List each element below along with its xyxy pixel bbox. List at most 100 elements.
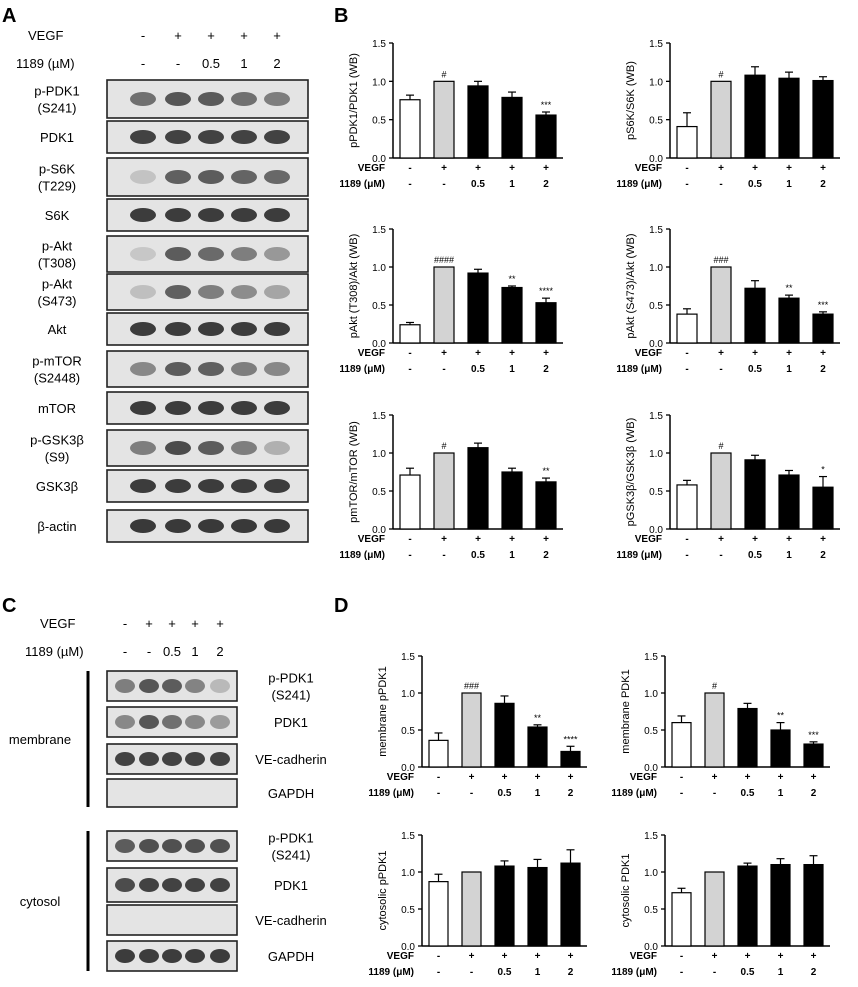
bar xyxy=(710,80,732,159)
label-line: VE-cadherin xyxy=(255,913,327,928)
dose-value: 1 xyxy=(240,56,247,71)
significance-marker: *** xyxy=(541,100,552,110)
blot-band xyxy=(130,208,156,222)
blot-band xyxy=(198,479,224,493)
blot-band xyxy=(264,322,290,336)
blot-band xyxy=(185,878,205,892)
blot-band xyxy=(115,715,135,729)
dose-value: 2 xyxy=(273,56,280,71)
blot-band xyxy=(198,130,224,144)
bar xyxy=(744,459,766,530)
blot-band xyxy=(130,285,156,299)
blot-band xyxy=(264,519,290,533)
blot-band xyxy=(210,679,230,693)
blot-band xyxy=(139,949,159,963)
dose-value: 2 xyxy=(820,550,826,561)
bar xyxy=(676,484,698,530)
bar xyxy=(778,297,800,344)
blot-band xyxy=(185,839,205,853)
bar xyxy=(433,266,455,344)
y-tick-label: 1.5 xyxy=(644,831,658,842)
bar xyxy=(467,447,489,530)
blot-band xyxy=(165,130,191,144)
significance-marker: ** xyxy=(508,274,516,284)
blot-band xyxy=(198,92,224,106)
vegf-sign: + xyxy=(811,951,817,962)
label-line: GAPDH xyxy=(268,786,314,801)
dose-value: - xyxy=(442,550,445,561)
bar xyxy=(527,866,548,947)
blot-band xyxy=(139,752,159,766)
vegf-sign: + xyxy=(820,348,826,359)
bar xyxy=(803,863,824,947)
vegf-sign: + xyxy=(752,163,758,174)
dose-value: - xyxy=(408,364,411,375)
vegf-sign: + xyxy=(543,348,549,359)
blot-band xyxy=(231,130,257,144)
blot-band xyxy=(162,715,182,729)
blot-row-label: p-Akt (T308) xyxy=(38,239,76,271)
y-tick-label: 0.5 xyxy=(372,301,386,312)
vegf-sign: + xyxy=(475,348,481,359)
blot-band xyxy=(115,839,135,853)
blot-band xyxy=(231,170,257,184)
blot-band xyxy=(264,441,290,455)
blot-band xyxy=(162,949,182,963)
dose-value: - xyxy=(442,179,445,190)
y-tick-label: 1.0 xyxy=(644,868,658,879)
bar xyxy=(399,99,421,159)
y-tick-label: 0.5 xyxy=(401,905,415,916)
blot-band xyxy=(231,285,257,299)
y-tick-label: 0.5 xyxy=(372,487,386,498)
label-line: (S2448) xyxy=(34,371,80,386)
blot-band xyxy=(165,362,191,376)
condition-label-dose: 1189 (μM) xyxy=(339,364,385,375)
vegf-sign: + xyxy=(174,28,182,43)
blot-band xyxy=(198,247,224,261)
condition-label-dose: 1189 (μM) xyxy=(339,179,385,190)
blot-band xyxy=(185,752,205,766)
significance-marker: # xyxy=(441,69,446,79)
blot-band xyxy=(162,839,182,853)
blot-band xyxy=(130,170,156,184)
dose-value: - xyxy=(680,967,683,978)
blot-row-label: p-Akt (S473) xyxy=(37,277,76,309)
vegf-sign: + xyxy=(216,616,224,631)
blot-band xyxy=(198,285,224,299)
blot-band xyxy=(139,715,159,729)
label-line: (S241) xyxy=(271,688,310,703)
blot-band xyxy=(165,519,191,533)
blot-row-label: GAPDH xyxy=(268,949,314,964)
dose-value: - xyxy=(680,788,683,799)
dose-value: - xyxy=(713,967,716,978)
significance-marker: **** xyxy=(539,286,554,296)
y-tick-label: 1.0 xyxy=(372,77,386,88)
bar xyxy=(433,452,455,530)
blot-band xyxy=(231,479,257,493)
bar xyxy=(560,862,581,947)
bar xyxy=(461,871,482,947)
dose-value: 0.5 xyxy=(471,550,485,561)
blot-row-label: PDK1 xyxy=(274,878,308,893)
vegf-sign: - xyxy=(123,616,127,631)
dose-value: 0.5 xyxy=(741,788,755,799)
dose-value: 2 xyxy=(568,788,574,799)
vegf-sign: + xyxy=(441,348,447,359)
blot-row-label: Akt xyxy=(48,322,67,337)
dose-value: 2 xyxy=(811,788,817,799)
bar xyxy=(744,74,766,159)
blot-strip xyxy=(106,778,238,808)
dose-value: 2 xyxy=(811,967,817,978)
blot-band xyxy=(231,362,257,376)
vegf-sign: + xyxy=(475,534,481,545)
dose-value: 1 xyxy=(509,179,515,190)
vegf-sign: + xyxy=(745,951,751,962)
dose-value: 1 xyxy=(778,967,784,978)
bar-chart: 0.0 0.5 1.0 1.5 pmTOR/mTOR (WB) # ** VEGF 1189 (… xyxy=(339,411,563,561)
label-line: (S241) xyxy=(271,848,310,863)
label-line: S6K xyxy=(45,208,70,223)
significance-marker: ** xyxy=(534,713,542,723)
blot-band xyxy=(165,92,191,106)
